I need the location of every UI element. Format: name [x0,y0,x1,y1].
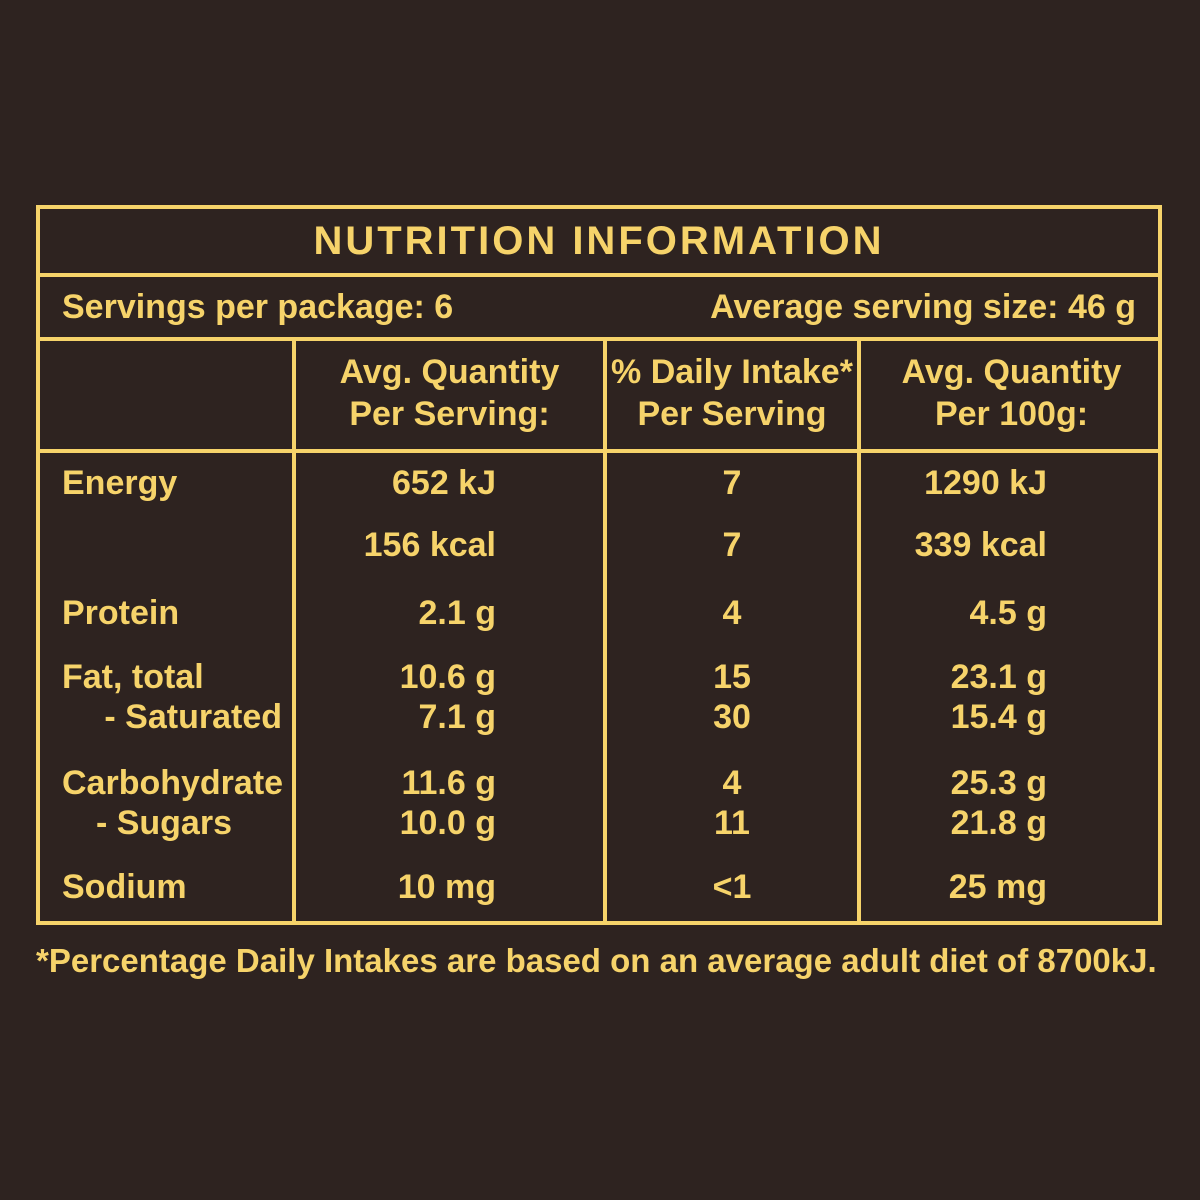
servings-per-package: Servings per package: 6 [62,287,454,326]
energy-kj-daily-intake: 7 [722,464,742,502]
saturated-per-serving: 7.1 g [418,698,496,736]
panel-title: NUTRITION INFORMATION [40,209,1158,277]
saturated-daily-intake: 30 [713,698,751,736]
column-divider [292,341,296,921]
carbohydrate-per-serving: 11.6 g [401,764,496,802]
column-divider [603,341,607,921]
fat-total-per-100g: 23.1 g [950,658,1047,696]
protein-daily-intake: 4 [722,594,742,632]
average-serving-size: Average serving size: 46 g [710,287,1136,326]
row-label-carbohydrate: Carbohydrate [62,764,284,802]
energy-kcal-per-100g: 339 kcal [914,526,1047,564]
header-daily-intake: % Daily Intake* Per Serving [611,353,853,433]
header-divider [40,449,1158,453]
fat-total-daily-intake: 15 [713,658,751,696]
servings-row: Servings per package: 6 Average serving … [40,277,1158,341]
energy-kj-per-100g: 1290 kJ [924,464,1047,502]
sugars-per-100g: 21.8 g [950,804,1047,842]
nutrition-panel: NUTRITION INFORMATION Servings per packa… [36,205,1162,925]
row-label-energy: Energy [62,464,178,502]
protein-per-serving: 2.1 g [418,594,496,632]
sodium-per-serving: 10 mg [397,868,496,906]
row-label-saturated: - Saturated [104,698,282,736]
sodium-per-100g: 25 mg [948,868,1047,906]
sodium-daily-intake: <1 [712,868,752,906]
sugars-daily-intake: 11 [714,804,750,842]
carbohydrate-daily-intake: 4 [722,764,742,802]
column-divider [857,341,861,921]
nutrition-table: Avg. Quantity Per Serving: % Daily Intak… [40,341,1158,921]
energy-kcal-per-serving: 156 kcal [363,526,496,564]
carbohydrate-per-100g: 25.3 g [950,764,1047,802]
row-label-sugars: - Sugars [95,804,232,842]
daily-intake-footnote: *Percentage Daily Intakes are based on a… [36,942,1157,979]
header-per-100g: Avg. Quantity Per 100g: [901,353,1122,433]
energy-kcal-daily-intake: 7 [722,526,742,564]
energy-kj-per-serving: 652 kJ [392,464,496,502]
header-per-serving: Avg. Quantity Per Serving: [339,353,560,433]
protein-per-100g: 4.5 g [969,594,1047,632]
row-label-protein: Protein [62,594,180,632]
fat-total-per-serving: 10.6 g [399,658,496,696]
saturated-per-100g: 15.4 g [950,698,1047,736]
row-label-sodium: Sodium [62,868,187,906]
sugars-per-serving: 10.0 g [399,804,496,842]
row-label-fat-total: Fat, total [62,658,204,696]
